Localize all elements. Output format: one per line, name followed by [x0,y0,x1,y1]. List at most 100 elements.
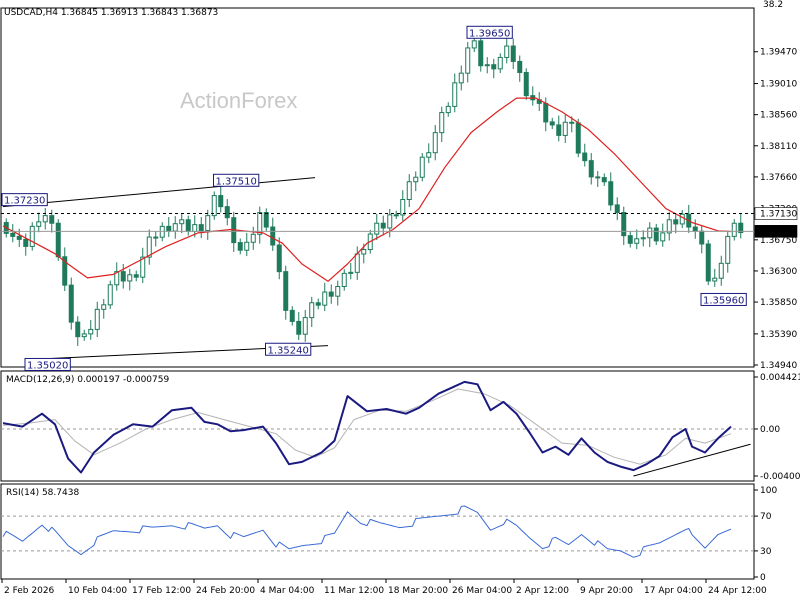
x-tick-label: 24 Feb 20:00 [196,586,255,596]
price-series [2,31,744,360]
candle-body [445,105,451,114]
candle-body [309,302,315,319]
candle-body [127,274,133,282]
candle-body [107,284,113,306]
macd-title: MACD(12,26,9) 0.000197 -0.000759 [6,375,169,385]
y-tick-label: 1.36750 [760,236,797,246]
x-tick-label: 17 Apr 04:00 [644,586,703,596]
candle-body [224,206,230,219]
candle-body [315,302,321,306]
candle-body [478,40,484,67]
candle-body [543,102,549,123]
candle-body [484,64,490,67]
y-tick-label: 1.34940 [760,361,797,371]
candle-body [621,212,627,237]
candle-body [510,45,516,62]
candle-body [432,132,438,154]
candle-body [276,244,282,273]
annotations: 1.35020 1.37230 1.37510 1.35240 1.39650 1.359… [1,25,754,371]
price-label-box [466,25,513,39]
candle-body [237,242,243,251]
candle-body [114,271,120,286]
x-tick-label: 11 Mar 12:00 [324,586,384,596]
candle-body [549,121,555,126]
last-price-tag-box [754,225,798,238]
candle-body [406,181,412,200]
candle-body [81,333,87,338]
candle-body [283,271,289,311]
x-tick-label: 2 Apr 12:00 [516,586,569,596]
candle-body [400,198,406,216]
candle-body [413,176,419,183]
price-label-box [213,173,260,187]
trend-line [2,177,316,208]
price-label: 1.37510 [216,176,257,187]
x-tick-label: 10 Feb 04:00 [68,586,127,596]
candle-body [75,321,81,338]
candle-body [699,230,705,245]
price-label: 1.37230 [4,196,45,207]
axes: 1.39470 1.39010 1.38560 1.38110 1.37660 1.372… [1,48,800,596]
candle-body [569,121,575,124]
candle-body [374,222,380,235]
candle-body [185,219,191,232]
watermark: ActionForex [180,88,297,113]
candle-body [588,160,594,178]
candle-body [582,152,588,162]
corner-value: 38.2 [763,0,783,10]
ema-line [2,97,732,282]
macd-trend-line [633,443,751,477]
candle-body [517,60,523,73]
candle-body [679,213,685,225]
candle-body [361,249,367,255]
signal-line [2,388,732,465]
macd-series [1,380,754,477]
level-tag-box [754,207,798,220]
candle-body [55,222,61,258]
candle-body [653,227,659,242]
candle-body [523,71,529,97]
candle-body [491,64,497,70]
level-tag: 1.37130 [760,210,797,220]
price-label-box [24,357,71,371]
price-label: 1.39650 [469,28,510,39]
x-tick-label: 24 Apr 12:00 [708,586,767,596]
candle-body [627,235,633,244]
macd-tick-label: 0.00 [760,425,780,435]
y-tick-label: 1.39010 [760,80,797,90]
rsi-tick-label: 100 [760,486,777,496]
y-tick-label: 1.35850 [760,298,797,308]
candle-body [218,195,224,208]
y-tick-label: 1.37660 [760,173,797,183]
candle-body [296,320,302,335]
candle-body [348,271,354,274]
candle-body [393,214,399,217]
rsi-series [1,505,754,558]
candle-body [302,317,308,335]
price-label-box [700,292,747,306]
price-header: USDCAD,H4 1.36845 1.36913 1.36843 1.3687… [4,8,218,18]
candle-body [608,181,614,206]
price-label-box [1,193,48,207]
candle-body [172,223,178,232]
candle-body [471,40,477,49]
candle-body [42,215,48,223]
candle-body [153,236,159,239]
y-tick-label: 1.39470 [760,48,797,58]
candle-body [640,237,646,240]
candle-body [192,224,198,232]
candle-body [380,222,386,229]
candle-body [166,225,172,232]
candle-body [601,177,607,183]
candle-body [458,72,464,84]
candle-body [647,227,653,239]
candle-body [504,45,510,58]
candle-body [452,82,458,107]
y-tick-label: 1.36300 [760,267,797,277]
candle-body [68,284,74,323]
candle-body [16,235,22,240]
x-tick-label: 18 Mar 20:00 [388,586,448,596]
candle-body [562,121,568,136]
candle-body [140,256,146,278]
